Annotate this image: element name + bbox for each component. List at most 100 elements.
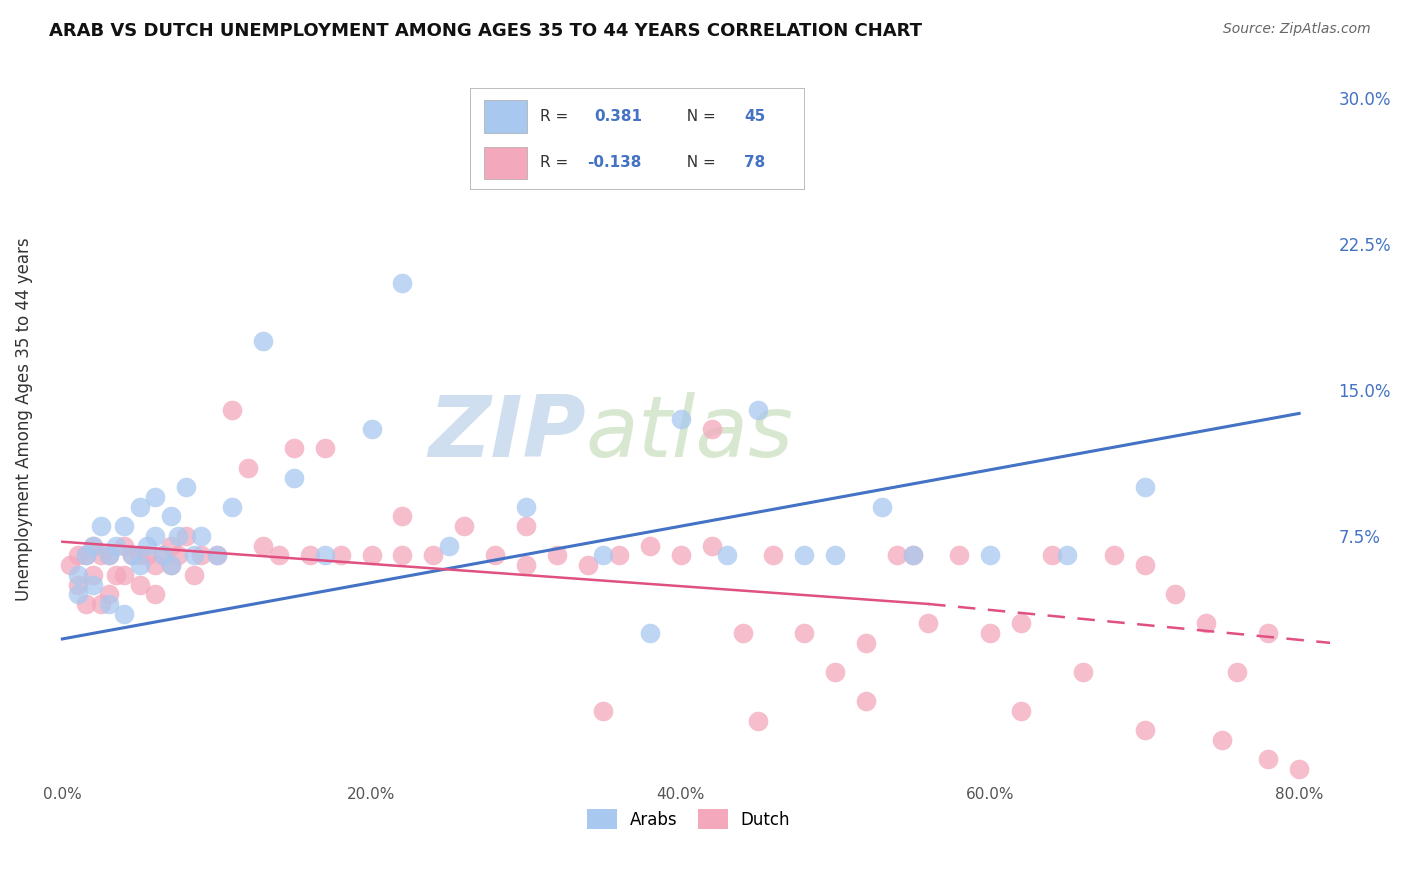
Point — [901, 549, 924, 563]
Point — [167, 529, 190, 543]
Point — [314, 442, 336, 456]
Point — [143, 587, 166, 601]
Point — [75, 597, 97, 611]
Point — [128, 577, 150, 591]
Point — [97, 597, 120, 611]
Point — [167, 549, 190, 563]
Point — [1257, 626, 1279, 640]
Point — [128, 500, 150, 514]
Point — [515, 500, 537, 514]
Point — [112, 519, 135, 533]
Point — [82, 567, 104, 582]
Point — [592, 549, 614, 563]
Point — [1040, 549, 1063, 563]
Point — [515, 519, 537, 533]
Point — [607, 549, 630, 563]
Point — [638, 539, 661, 553]
Point — [152, 549, 174, 563]
Point — [128, 549, 150, 563]
Point — [1056, 549, 1078, 563]
Point — [66, 549, 89, 563]
Point — [948, 549, 970, 563]
Point — [793, 626, 815, 640]
Point — [669, 549, 692, 563]
Point — [592, 704, 614, 718]
Point — [121, 549, 143, 563]
Point — [1226, 665, 1249, 679]
Point — [329, 549, 352, 563]
Point — [824, 665, 846, 679]
Point — [1288, 762, 1310, 776]
Point — [700, 422, 723, 436]
Point — [82, 539, 104, 553]
Point — [1257, 752, 1279, 766]
Point — [422, 549, 444, 563]
Point — [105, 539, 128, 553]
Point — [90, 597, 112, 611]
Point — [886, 549, 908, 563]
Point — [1211, 733, 1233, 747]
Point — [267, 549, 290, 563]
Point — [143, 529, 166, 543]
Point — [128, 558, 150, 572]
Point — [205, 549, 228, 563]
Point — [159, 558, 181, 572]
Point — [1102, 549, 1125, 563]
Point — [112, 539, 135, 553]
Point — [283, 442, 305, 456]
Point — [716, 549, 738, 563]
Point — [453, 519, 475, 533]
Point — [152, 549, 174, 563]
Point — [917, 616, 939, 631]
Point — [1133, 558, 1156, 572]
Text: ARAB VS DUTCH UNEMPLOYMENT AMONG AGES 35 TO 44 YEARS CORRELATION CHART: ARAB VS DUTCH UNEMPLOYMENT AMONG AGES 35… — [49, 22, 922, 40]
Point — [90, 519, 112, 533]
Point — [870, 500, 893, 514]
Point — [59, 558, 82, 572]
Point — [1133, 480, 1156, 494]
Point — [159, 539, 181, 553]
Point — [747, 714, 769, 728]
Point — [66, 567, 89, 582]
Point — [136, 549, 159, 563]
Point — [90, 549, 112, 563]
Point — [66, 587, 89, 601]
Point — [1164, 587, 1187, 601]
Point — [360, 422, 382, 436]
Point — [190, 529, 212, 543]
Point — [855, 694, 877, 708]
Point — [1010, 704, 1032, 718]
Point — [121, 549, 143, 563]
Point — [979, 549, 1001, 563]
Point — [174, 529, 197, 543]
Point — [75, 549, 97, 563]
Text: atlas: atlas — [586, 392, 794, 475]
Point — [136, 539, 159, 553]
Point — [1071, 665, 1094, 679]
Point — [515, 558, 537, 572]
Point — [205, 549, 228, 563]
Point — [183, 567, 205, 582]
Point — [855, 636, 877, 650]
Point — [731, 626, 754, 640]
Point — [97, 549, 120, 563]
Point — [824, 549, 846, 563]
Point — [143, 490, 166, 504]
Point — [391, 509, 413, 524]
Point — [82, 577, 104, 591]
Point — [283, 470, 305, 484]
Point — [793, 549, 815, 563]
Point — [252, 539, 274, 553]
Point — [1133, 723, 1156, 738]
Point — [979, 626, 1001, 640]
Point — [221, 402, 243, 417]
Point — [1010, 616, 1032, 631]
Point — [1195, 616, 1218, 631]
Point — [97, 587, 120, 601]
Point — [546, 549, 568, 563]
Point — [314, 549, 336, 563]
Point — [360, 549, 382, 563]
Point — [159, 509, 181, 524]
Point — [66, 577, 89, 591]
Point — [437, 539, 460, 553]
